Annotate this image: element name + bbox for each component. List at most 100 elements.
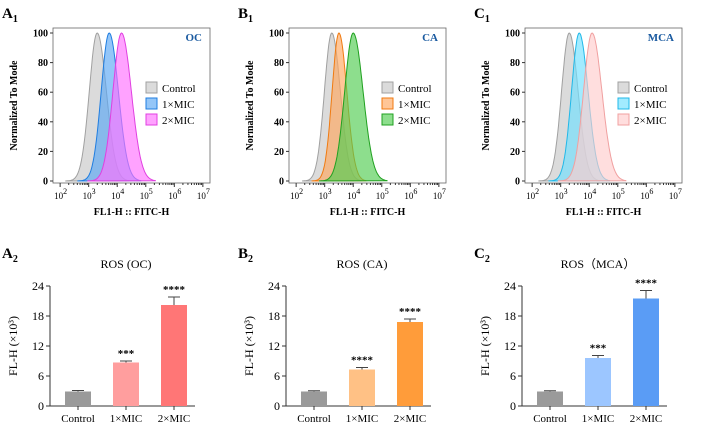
x-tick-exponent: 7 [678, 187, 682, 196]
plot-frame [52, 27, 211, 184]
y-tick-label: 0 [38, 399, 44, 413]
x-tick-exponent: 7 [442, 187, 446, 196]
plot-frame [288, 27, 447, 184]
y-tick-label: 80 [510, 58, 520, 69]
panel-B1: B1 Control 1×MIC 2×MIC 0 20 40 60 80 100 102 103 104… [238, 6, 447, 218]
x-tick-label: 107 [433, 187, 446, 201]
y-tick-label: 12 [504, 339, 516, 353]
y-axis-label: Normalized To Mode [481, 60, 492, 151]
x-tick-label: 1×MIC [346, 413, 378, 425]
legend-label: Control [162, 83, 196, 95]
x-tick-label: 2×MIC [394, 413, 426, 425]
panel-C1: C1 Control 1×MIC 2×MIC 0 20 40 60 80 100 102 103 104… [474, 6, 683, 218]
x-tick-label: 102 [526, 187, 539, 201]
panel-A2: A2 ROS (OC) 0 6 12 18 24 FL-H (×10³) Control 1×MI… [2, 246, 195, 425]
y-tick-label: 80 [38, 58, 48, 69]
y-tick-label: 0 [279, 177, 284, 188]
x-tick-label: 104 [111, 187, 124, 201]
plot-frame [524, 27, 683, 184]
bar-Control [537, 391, 563, 406]
y-axis-label: FL-H (×10³) [478, 316, 492, 376]
y-axis-label: Normalized To Mode [9, 60, 20, 151]
panel-label-sub: 2 [485, 254, 490, 265]
legend-swatch [145, 113, 158, 126]
legend-label: 1×MIC [162, 99, 194, 111]
y-tick-label: 0 [274, 399, 280, 413]
y-tick-label: 60 [274, 88, 284, 99]
legend-label: Control [398, 83, 432, 95]
x-tick-exponent: 7 [206, 187, 210, 196]
legend-label: Control [634, 83, 668, 95]
legend-swatch [145, 97, 158, 110]
y-tick-label: 18 [32, 309, 44, 323]
bar-2×MIC [161, 305, 187, 406]
bar-Control [65, 391, 91, 406]
histogram-2×MIC [318, 32, 388, 182]
y-tick-label: 60 [510, 88, 520, 99]
x-tick-label: 1×MIC [110, 413, 142, 425]
legend-label: 2×MIC [634, 115, 666, 127]
x-tick-exponent: 2 [63, 187, 67, 196]
y-tick-label: 24 [504, 279, 516, 293]
panel-label: A2 [2, 246, 18, 265]
bar-1×MIC [349, 369, 375, 406]
y-tick-label: 24 [32, 279, 44, 293]
x-tick-label: 102 [290, 187, 303, 201]
bar-1×MIC [113, 362, 139, 406]
y-tick-label: 18 [504, 309, 516, 323]
sample-label: OC [186, 32, 203, 44]
y-tick-label: 20 [510, 147, 520, 158]
legend-swatch [381, 97, 394, 110]
legend-swatch [617, 81, 630, 94]
x-tick-label: 103 [319, 187, 332, 201]
histogram-2×MIC [557, 32, 627, 182]
x-tick-exponent: 3 [564, 187, 568, 196]
legend-label: 1×MIC [398, 99, 430, 111]
panel-label: A1 [2, 6, 18, 25]
x-tick-exponent: 3 [328, 187, 332, 196]
y-tick-label: 20 [274, 147, 284, 158]
legend-label: 1×MIC [634, 99, 666, 111]
y-tick-label: 6 [510, 369, 516, 383]
y-axis-label: FL-H (×10³) [242, 316, 256, 376]
x-tick-exponent: 6 [177, 187, 181, 196]
chart-title: ROS (CA) [336, 257, 387, 271]
x-tick-label: 107 [669, 187, 682, 201]
bar-2×MIC [633, 298, 659, 406]
y-tick-label: 12 [32, 339, 44, 353]
x-tick-exponent: 5 [385, 187, 389, 196]
x-tick-label: 107 [197, 187, 210, 201]
significance-label: **** [351, 355, 374, 367]
significance-label: **** [399, 306, 422, 318]
bar-Control [301, 391, 327, 406]
panel-label-sub: 1 [485, 14, 490, 25]
legend-swatch [617, 113, 630, 126]
x-tick-exponent: 6 [649, 187, 653, 196]
bar-1×MIC [585, 358, 611, 406]
y-tick-label: 20 [38, 147, 48, 158]
y-tick-label: 80 [274, 58, 284, 69]
significance-label: *** [118, 348, 135, 360]
y-tick-label: 100 [33, 29, 48, 40]
y-tick-label: 0 [510, 399, 516, 413]
panel-label: C1 [474, 6, 490, 25]
x-tick-exponent: 2 [299, 187, 303, 196]
significance-label: *** [590, 343, 607, 355]
sample-label: MCA [648, 32, 674, 44]
x-tick-label: 103 [555, 187, 568, 201]
x-axis-label: FL1-H :: FITC-H [94, 207, 170, 218]
panel-label-sub: 2 [13, 254, 18, 265]
panel-label: B1 [238, 6, 253, 25]
y-tick-label: 40 [38, 117, 48, 128]
x-tick-label: 105 [140, 187, 153, 201]
panel-label: B2 [238, 246, 253, 265]
panel-label-sub: 2 [248, 254, 253, 265]
chart-title: ROS（MCA） [561, 257, 636, 271]
bar-2×MIC [397, 322, 423, 406]
x-tick-label: 1×MIC [582, 413, 614, 425]
significance-label: **** [163, 284, 186, 296]
x-tick-exponent: 6 [413, 187, 417, 196]
y-tick-label: 18 [268, 309, 280, 323]
sample-label: CA [422, 32, 438, 44]
